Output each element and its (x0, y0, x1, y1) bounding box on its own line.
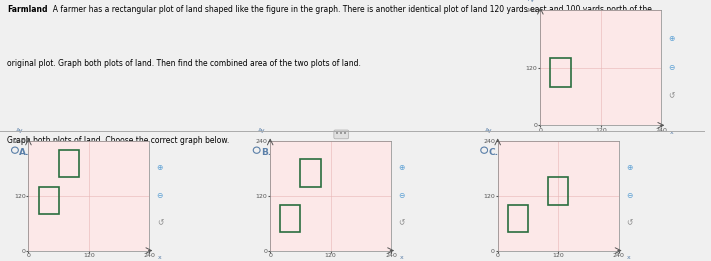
Text: Ay: Ay (485, 128, 493, 133)
Text: ↺: ↺ (399, 218, 405, 227)
Text: ⊖: ⊖ (669, 63, 675, 72)
Text: ⊖: ⊖ (399, 191, 405, 200)
Text: B.: B. (261, 148, 271, 157)
Text: ↺: ↺ (669, 91, 675, 100)
Bar (58, 150, 79, 177)
Text: A farmer has a rectangular plot of land shaped like the figure in the graph. The: A farmer has a rectangular plot of land … (48, 5, 651, 14)
Bar (280, 205, 300, 232)
Text: ↺: ↺ (626, 218, 632, 227)
Bar (550, 58, 570, 87)
Text: original plot. Graph both plots of land. Then find the combined area of the two : original plot. Graph both plots of land.… (7, 59, 361, 68)
Text: ⊕: ⊕ (669, 34, 675, 43)
Bar (508, 205, 528, 232)
Text: x: x (158, 255, 161, 260)
Text: A.: A. (19, 148, 30, 157)
Bar (548, 177, 568, 205)
Text: ⊕: ⊕ (157, 163, 163, 172)
Text: Ay: Ay (257, 128, 265, 133)
Text: ⊕: ⊕ (626, 163, 632, 172)
Text: ⊕: ⊕ (399, 163, 405, 172)
Text: Ay: Ay (528, 0, 535, 2)
Bar (301, 159, 321, 187)
Text: Farmland: Farmland (7, 5, 48, 14)
Text: C.: C. (488, 148, 498, 157)
Text: Ay: Ay (16, 128, 23, 133)
Text: x: x (627, 255, 631, 260)
Text: x: x (400, 255, 403, 260)
Text: ⊖: ⊖ (626, 191, 632, 200)
Bar (38, 187, 58, 214)
Text: ⊖: ⊖ (157, 191, 163, 200)
Text: Graph both plots of land. Choose the correct graph below.: Graph both plots of land. Choose the cor… (7, 136, 230, 145)
Text: •••: ••• (336, 132, 347, 137)
Text: ↺: ↺ (157, 218, 163, 227)
Text: x: x (670, 130, 673, 135)
